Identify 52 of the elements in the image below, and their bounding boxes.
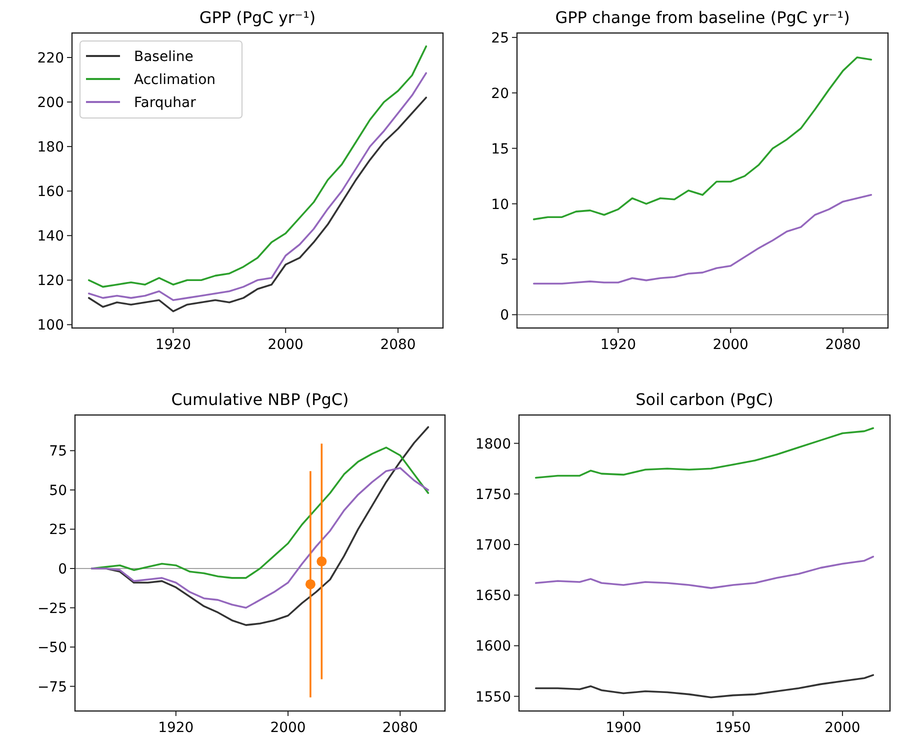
y-tick-label: 160: [37, 184, 64, 200]
x-tick-label: 1900: [606, 720, 642, 736]
y-tick-label: −50: [37, 640, 67, 656]
line-series: [90, 467, 430, 609]
line-series: [88, 45, 428, 288]
y-tick-label: 180: [37, 140, 64, 156]
y-tick-label: 1600: [475, 638, 511, 655]
line-series: [532, 56, 872, 220]
chart-title: Cumulative NBP (PgC): [171, 390, 349, 409]
legend-label: Acclimation: [134, 72, 216, 88]
line-series: [534, 556, 874, 589]
line-series: [532, 194, 872, 285]
x-tick-label: 2080: [380, 337, 416, 353]
y-tick-label: 15: [491, 141, 509, 158]
y-tick-label: −25: [37, 600, 67, 617]
line-series: [534, 674, 874, 698]
x-tick-label: 2000: [268, 337, 304, 353]
y-tick-label: 120: [37, 273, 64, 290]
x-tick-label: 1920: [158, 720, 194, 736]
y-tick-label: 1700: [475, 538, 511, 554]
y-tick-label: 1650: [475, 588, 511, 604]
y-tick-label: 1550: [475, 689, 511, 706]
y-tick-label: 1750: [475, 486, 511, 503]
y-tick-label: 0: [500, 308, 509, 324]
x-tick-label: 2000: [270, 720, 306, 736]
legend-label: Farquhar: [134, 95, 196, 111]
y-tick-label: 75: [49, 444, 67, 460]
y-tick-label: 100: [37, 318, 64, 334]
y-tick-label: 220: [37, 50, 64, 66]
y-tick-label: 5: [500, 252, 509, 268]
line-series: [534, 427, 874, 479]
x-tick-label: 1950: [715, 720, 751, 736]
x-tick-label: 1920: [600, 337, 636, 353]
y-tick-label: 10: [491, 196, 509, 213]
y-tick-label: 200: [37, 95, 64, 112]
y-tick-label: 50: [49, 482, 67, 499]
x-tick-label: 1920: [155, 337, 191, 353]
x-tick-label: 2080: [825, 337, 861, 353]
chart-title: Soil carbon (PgC): [636, 390, 774, 409]
legend-label: Baseline: [134, 49, 194, 65]
chart-title: GPP (PgC yr⁻¹): [199, 8, 316, 27]
y-tick-label: 1800: [475, 436, 511, 452]
y-tick-label: 25: [49, 522, 67, 538]
y-tick-label: 25: [491, 30, 509, 46]
x-tick-label: 2000: [712, 337, 748, 353]
x-tick-label: 2080: [382, 720, 418, 736]
y-tick-label: 140: [37, 228, 64, 245]
x-tick-label: 2000: [824, 720, 860, 736]
chart-title: GPP change from baseline (PgC yr⁻¹): [555, 8, 850, 27]
y-tick-label: 0: [58, 562, 67, 578]
y-tick-label: −75: [37, 679, 67, 696]
y-tick-label: 20: [491, 86, 509, 102]
